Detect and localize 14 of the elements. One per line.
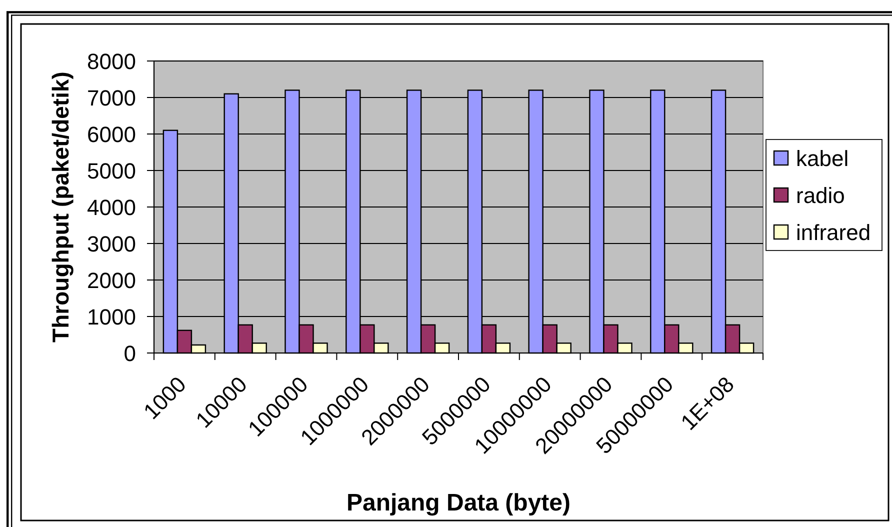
legend-label: infrared	[796, 220, 871, 245]
y-tick-label: 0	[124, 340, 136, 366]
x-axis-title: Panjang Data (byte)	[346, 490, 571, 517]
legend-label: kabel	[796, 146, 849, 171]
y-tick-label: 4000	[87, 194, 136, 220]
y-tick-label: 8000	[87, 48, 136, 74]
y-tick-label: 3000	[87, 231, 136, 256]
y-tick-label: 2000	[87, 268, 136, 293]
y-tick-label: 6000	[87, 122, 136, 147]
y-tick-label: 7000	[87, 85, 136, 110]
y-tick-label: 5000	[87, 158, 136, 184]
y-axis-title: Throughput (paket/detik)	[47, 72, 74, 342]
y-tick-label: 1000	[87, 304, 136, 330]
legend-label: radio	[796, 182, 845, 208]
